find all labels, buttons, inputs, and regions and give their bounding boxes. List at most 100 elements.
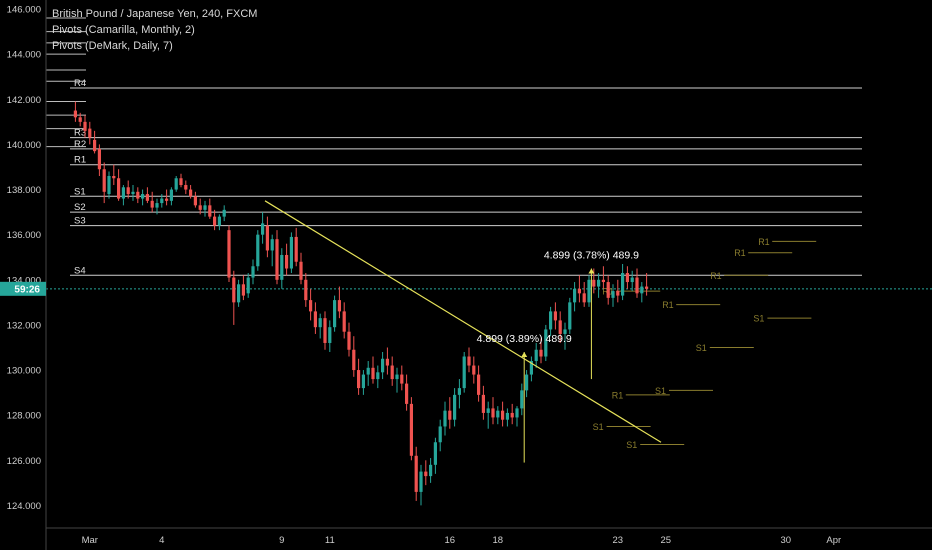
x-tick-label: 18: [493, 535, 504, 546]
candle-body: [193, 196, 197, 206]
measure-label: 4.899 (3.89%) 489.9: [477, 333, 572, 345]
candle-body: [265, 225, 269, 251]
candle-body: [217, 216, 221, 226]
y-tick-label: 146.000: [7, 5, 41, 16]
candle-body: [457, 388, 461, 395]
candle-body: [496, 410, 500, 418]
candle-body: [424, 471, 428, 477]
candle-body: [491, 408, 495, 418]
candle-body: [630, 277, 634, 283]
candle-body: [93, 139, 97, 152]
candle-body: [97, 148, 101, 170]
candle-body: [568, 302, 572, 330]
candle-body: [577, 288, 581, 294]
candle-body: [553, 311, 557, 321]
candle-body: [582, 293, 586, 303]
camarilla-label-s4: S4: [74, 265, 86, 276]
candle-body: [83, 121, 87, 131]
candle-body: [635, 277, 639, 294]
candles: [73, 101, 649, 506]
candle-body: [592, 279, 596, 287]
candle-body: [400, 374, 404, 384]
price-axis[interactable]: 146.000 144.000 142.000 140.000 138.000 136.0…: [0, 0, 47, 550]
candle-body: [189, 189, 193, 197]
measurements[interactable]: 4.899 (3.89%) 489.9 4.899 (3.78%) 489.9: [477, 250, 640, 463]
candle-body: [549, 311, 553, 330]
demark-label-s1: S1: [593, 422, 604, 432]
x-tick-label: 23: [613, 535, 624, 546]
candle-body: [357, 370, 361, 389]
candle-body: [246, 277, 250, 294]
x-tick-label: 11: [325, 535, 335, 546]
candle-body: [544, 329, 548, 357]
candle-body: [645, 286, 649, 289]
candle-body: [477, 374, 481, 395]
indicator-demark-label[interactable]: Pivots (DeMark, Daily, 7): [52, 40, 173, 52]
candle-body: [270, 239, 274, 251]
candle-body: [597, 279, 601, 287]
candle-body: [462, 356, 466, 389]
candle-body: [405, 383, 409, 404]
camarilla-label-s1: S1: [74, 186, 86, 197]
candle-body: [481, 394, 485, 413]
candle-body: [131, 191, 135, 195]
candle-body: [529, 361, 533, 375]
x-tick-label: 30: [781, 535, 792, 546]
candle-body: [213, 216, 217, 226]
candle-body: [558, 320, 562, 334]
demark-label-s1: S1: [655, 386, 666, 396]
candle-body: [381, 358, 385, 373]
candle-body: [275, 239, 279, 280]
current-price-tag[interactable]: [0, 281, 46, 296]
candle-body: [285, 254, 289, 269]
candle-body: [510, 412, 514, 418]
candle-body: [227, 230, 231, 278]
price-axis-bg: [0, 0, 46, 550]
y-tick-label: 138.000: [7, 185, 41, 196]
candle-body: [141, 194, 145, 199]
candle-body: [237, 284, 241, 303]
y-tick-label: 144.000: [7, 50, 41, 61]
candle-body: [419, 471, 423, 492]
camarilla-label-r3: R3: [74, 128, 86, 139]
camarilla-label-s2: S2: [74, 202, 86, 213]
candle-body: [472, 365, 476, 375]
candle-body: [395, 374, 399, 380]
time-axis[interactable]: Mar 4 9 11 16 18 23 25 30 Apr: [46, 527, 932, 546]
candle-body: [155, 203, 159, 208]
candle-body: [203, 205, 207, 210]
candle-body: [376, 372, 380, 380]
trendline-group[interactable]: [264, 200, 662, 443]
candle-body: [611, 291, 615, 298]
candle-body: [385, 358, 389, 366]
candle-body: [165, 198, 169, 201]
candle-body: [525, 374, 529, 391]
candle-body: [443, 410, 447, 427]
candle-body: [486, 408, 490, 413]
camarilla-label-r1: R1: [74, 155, 86, 166]
current-price-countdown: 59:26: [14, 284, 40, 295]
candle-body: [467, 356, 471, 366]
y-tick-label: 132.000: [7, 320, 41, 331]
y-tick-label: 128.000: [7, 411, 41, 422]
candle-body: [534, 349, 538, 362]
candle-body: [640, 286, 644, 294]
candle-body: [107, 176, 111, 195]
x-tick-label: 4: [159, 535, 164, 546]
candle-body: [361, 374, 365, 389]
candle-body: [563, 329, 567, 334]
indicator-camarilla-label[interactable]: Pivots (Camarilla, Monthly, 2): [52, 24, 195, 36]
candle-body: [433, 442, 437, 465]
candle-body: [342, 311, 346, 332]
candle-body: [309, 300, 313, 312]
trendline[interactable]: [264, 200, 662, 443]
y-tick-label: 124.000: [7, 501, 41, 512]
y-tick-label: 140.000: [7, 140, 41, 151]
candle-body: [241, 284, 245, 296]
candle-body: [121, 187, 125, 199]
candle-body: [299, 261, 303, 280]
candle-body: [347, 331, 351, 350]
x-tick-label: Apr: [826, 535, 841, 546]
candle-body: [539, 349, 543, 357]
